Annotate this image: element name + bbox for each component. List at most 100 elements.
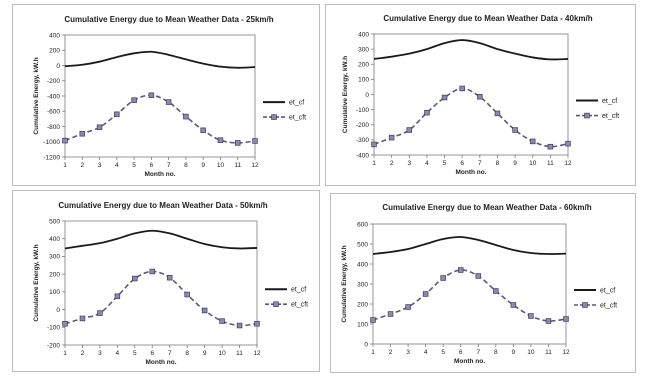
legend-label-et_cft: et_cft: [602, 113, 619, 120]
data-point-et_cft: [494, 110, 501, 117]
chart-svg: Cumulative Energy due to Mean Weather Da…: [33, 201, 308, 366]
data-point-et_cft: [217, 137, 224, 143]
x-tick-label: 12: [253, 350, 261, 357]
data-point-et_cft: [236, 322, 243, 329]
y-tick-label: 400: [358, 31, 369, 38]
data-point-et_cft: [547, 143, 554, 150]
plot-area: [64, 220, 258, 346]
data-point-et_cft: [62, 320, 68, 327]
y-tick-label: 500: [357, 241, 368, 248]
data-point-et_cft: [200, 127, 206, 134]
y-tick-label: 200: [358, 62, 369, 69]
x-tick-label: 8: [494, 349, 498, 356]
x-tick-label: 1: [371, 349, 375, 356]
x-tick-label: 5: [133, 350, 137, 357]
y-tick-label: 100: [49, 289, 60, 296]
x-tick-label: 8: [184, 162, 188, 169]
x-tick-label: 6: [460, 160, 464, 167]
x-tick-label: 7: [478, 160, 482, 167]
x-tick-label: 4: [115, 162, 119, 169]
y-tick-label: -800: [47, 124, 60, 131]
chart-title: Cumulative Energy due to Mean Weather Da…: [64, 15, 273, 24]
series-line-et_cf: [64, 50, 256, 69]
y-tick-label: 400: [357, 261, 368, 268]
data-point-et_cft: [387, 311, 394, 317]
data-point-et_cft: [219, 318, 225, 324]
data-point-et_cft: [148, 92, 155, 98]
data-point-et_cft: [422, 291, 429, 297]
legend-label-et_cf: et_cf: [602, 98, 617, 105]
x-tick-label: 3: [98, 162, 102, 169]
chart-title: Cumulative Energy due to Mean Weather Da…: [382, 203, 591, 212]
data-point-et_cft: [529, 138, 536, 145]
y-tick-label: -400: [47, 93, 60, 100]
data-point-et_cft: [512, 127, 518, 133]
legend-label-et_cft: et_cft: [289, 115, 306, 122]
y-tick-label: 600: [357, 221, 368, 228]
data-point-et_cft: [388, 134, 395, 141]
data-point-et_cft: [370, 317, 376, 323]
data-point-et_cft: [184, 291, 190, 298]
legend-label-et_cf: et_cf: [600, 288, 615, 295]
y-axis-label: Cumulative Energy, kW.h: [33, 244, 40, 321]
chart-panel-25kmh: Cumulative Energy due to Mean Weather Da…: [12, 4, 320, 186]
y-axis-label: Cumulative Energy, kW.h: [33, 57, 40, 134]
y-tick-label: 0: [56, 63, 60, 70]
x-tick-label: 8: [185, 350, 189, 357]
x-tick-label: 12: [562, 349, 570, 356]
series-line-et_cf: [64, 229, 258, 250]
data-point-et_cft: [475, 273, 482, 279]
x-tick-label: 8: [496, 160, 500, 167]
y-tick-label: -600: [47, 109, 60, 116]
y-axis-label: Cumulative Energy, kW.h: [341, 245, 348, 322]
chart-svg: Cumulative Energy due to Mean Weather Da…: [341, 203, 617, 365]
data-point-et_cft: [477, 94, 483, 100]
plot-area: [373, 33, 569, 156]
data-point-et_cft: [132, 275, 138, 282]
chart-svg: Cumulative Energy due to Mean Weather Da…: [342, 14, 619, 176]
series-line-et_cft: [373, 87, 569, 148]
data-point-et_cft: [510, 302, 517, 308]
chart-panel-40kmh: Cumulative Energy due to Mean Weather Da…: [325, 4, 636, 186]
chart-panel-60kmh: Cumulative Energy due to Mean Weather Da…: [330, 193, 636, 373]
x-tick-label: 5: [132, 162, 136, 169]
chart-svg: Cumulative Energy due to Mean Weather Da…: [33, 15, 306, 178]
series-line-et_cf: [372, 236, 567, 255]
legend-label-et_cf: et_cf: [289, 100, 304, 107]
y-tick-label: 0: [56, 307, 60, 314]
x-tick-label: 3: [407, 160, 411, 167]
y-tick-label: 300: [358, 46, 369, 53]
y-tick-label: -100: [356, 107, 369, 114]
series-line-et_cf: [373, 39, 569, 61]
data-point-et_cft: [131, 97, 137, 103]
y-tick-label: 500: [49, 218, 60, 225]
x-tick-label: 6: [150, 350, 154, 357]
data-point-et_cft: [252, 138, 258, 144]
x-axis-label: Month no.: [144, 171, 175, 178]
y-tick-label: 400: [49, 236, 60, 243]
x-tick-label: 2: [390, 160, 394, 167]
x-tick-label: 2: [80, 162, 84, 169]
x-tick-label: 4: [424, 349, 428, 356]
data-point-et_cft: [97, 310, 103, 316]
data-point-et_cft: [440, 275, 446, 281]
data-point-et_cft: [406, 127, 413, 133]
data-point-et_cft: [371, 141, 377, 148]
x-tick-label: 9: [201, 162, 205, 169]
data-point-et_cft: [405, 304, 411, 310]
y-tick-label: -1200: [43, 154, 60, 161]
data-point-et_cft: [96, 124, 103, 131]
y-tick-label: 300: [357, 281, 368, 288]
x-tick-label: 2: [389, 349, 393, 356]
x-tick-label: 5: [441, 349, 445, 356]
y-tick-label: -200: [356, 122, 369, 129]
data-point-et_cft: [201, 307, 208, 314]
x-tick-label: 6: [459, 349, 463, 356]
x-axis-label: Month no.: [454, 358, 485, 365]
y-tick-label: -1000: [43, 139, 60, 146]
y-tick-label: 0: [365, 92, 369, 99]
chart-panel-50kmh: Cumulative Energy due to Mean Weather Da…: [12, 190, 320, 372]
data-point-et_cft: [459, 85, 465, 92]
x-tick-label: 7: [168, 350, 172, 357]
y-tick-label: 100: [357, 321, 368, 328]
